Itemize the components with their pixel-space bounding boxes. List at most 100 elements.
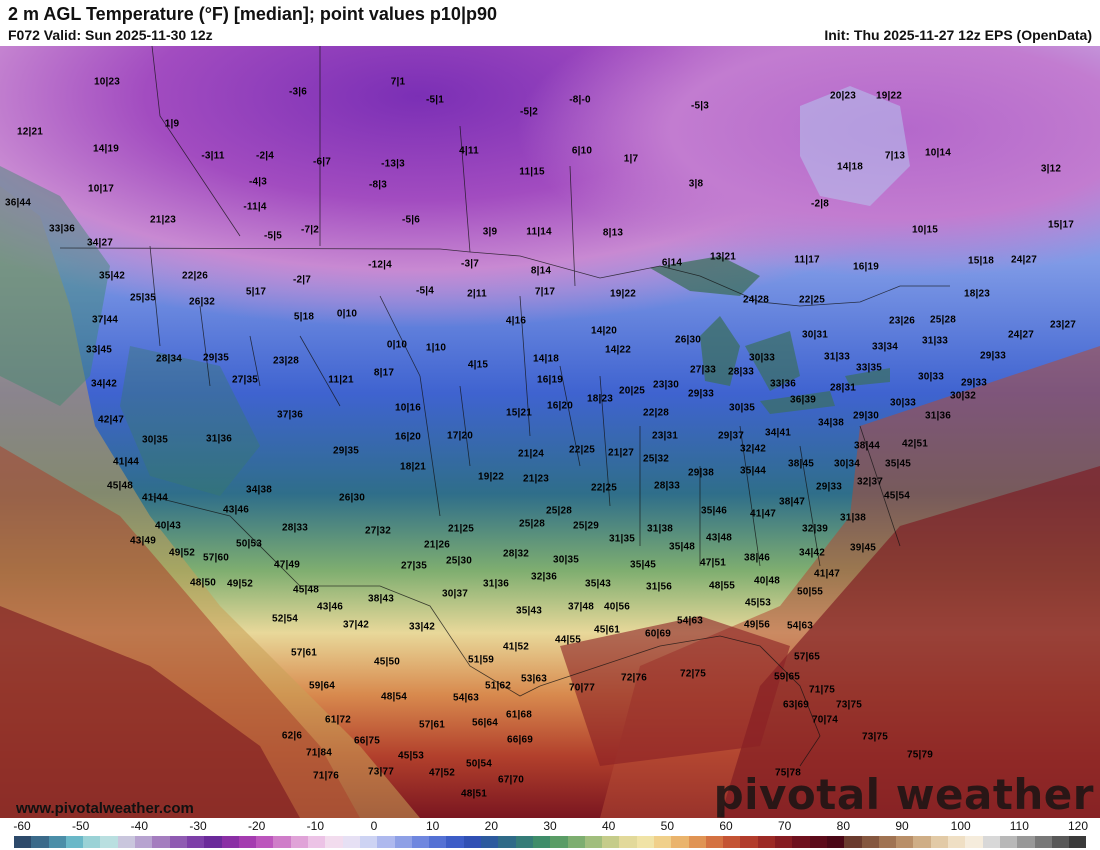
point-value-label: 29|35: [202, 352, 230, 364]
color-scale-swatch: [1034, 836, 1052, 848]
point-value-label: 45|61: [593, 624, 621, 636]
point-value-label: 30|33: [889, 397, 917, 409]
point-value-label: 39|45: [849, 542, 877, 554]
point-value-label: 57|61: [290, 647, 318, 659]
point-value-label: 35|44: [739, 465, 767, 477]
point-value-label: 8|13: [602, 227, 624, 239]
color-scale-swatch: [221, 836, 239, 848]
point-value-label: 25|32: [642, 453, 670, 465]
point-value-label: 29|33: [687, 388, 715, 400]
point-value-label: 29|37: [717, 430, 745, 442]
point-value-label: 25|30: [445, 555, 473, 567]
point-value-label: 31|56: [645, 581, 673, 593]
point-value-label: 31|33: [921, 335, 949, 347]
color-scale-swatch: [446, 836, 464, 848]
point-value-label: 18|23: [586, 393, 614, 405]
color-scale-swatch: [792, 836, 810, 848]
color-scale-swatch: [688, 836, 706, 848]
point-value-label: 26|32: [188, 296, 216, 308]
point-value-label: 7|17: [534, 286, 556, 298]
color-scale-swatch: [740, 836, 758, 848]
point-value-label: 47|52: [428, 767, 456, 779]
point-value-label: 37|44: [91, 314, 119, 326]
color-scale-tick: 10: [425, 819, 440, 833]
point-value-label: 51|59: [467, 654, 495, 666]
point-value-label: 43|48: [705, 532, 733, 544]
point-value-label: 49|56: [743, 619, 771, 631]
init-time: Init: Thu 2025-11-27 12z EPS (OpenData): [824, 27, 1092, 43]
point-value-label: 45|54: [883, 490, 911, 502]
point-value-label: 38|43: [367, 593, 395, 605]
point-value-label: -5|2: [519, 106, 539, 118]
point-value-label: 30|33: [748, 352, 776, 364]
color-scale-swatch: [930, 836, 949, 848]
point-value-label: -7|2: [300, 224, 320, 236]
color-scale-tick: 50: [660, 819, 675, 833]
point-value-label: -3|6: [288, 86, 308, 98]
point-value-label: 23|31: [651, 430, 679, 442]
point-value-label: 54|63: [786, 620, 814, 632]
point-value-label: -5|4: [415, 285, 435, 297]
point-value-label: 20|25: [618, 385, 646, 397]
color-scale-swatch: [723, 836, 741, 848]
color-scale-swatch: [31, 836, 49, 848]
point-value-label: 3|12: [1040, 163, 1062, 175]
color-scale-swatch: [65, 836, 84, 848]
point-value-label: 6|14: [661, 257, 683, 269]
point-value-label: 29|33: [960, 377, 988, 389]
point-value-label: 49|52: [168, 547, 196, 559]
point-value-label: 37|48: [567, 601, 595, 613]
color-scale-swatch: [273, 836, 291, 848]
color-scale-swatch: [152, 836, 170, 848]
point-value-label: 33|42: [408, 621, 436, 633]
color-scale-swatch: [204, 836, 222, 848]
point-value-label: 4|11: [459, 145, 479, 157]
point-value-label: 56|64: [471, 717, 499, 729]
point-value-label: 14|19: [92, 143, 120, 155]
point-value-label: 53|63: [520, 673, 548, 685]
point-value-label: 61|68: [505, 709, 533, 721]
point-value-label: 21|24: [517, 448, 545, 460]
color-scale-swatch: [878, 836, 897, 848]
point-value-label: 15|17: [1047, 219, 1075, 231]
color-scale-tick: 100: [950, 819, 971, 833]
point-value-label: -3|11: [201, 150, 225, 162]
point-value-label: 30|35: [141, 434, 169, 446]
color-scale-tick: -10: [306, 819, 324, 833]
point-value-label: 25|28: [545, 505, 573, 517]
point-value-label: 45|48: [106, 480, 134, 492]
point-value-label: 57|60: [202, 552, 230, 564]
color-scale-swatch: [602, 836, 620, 848]
point-value-label: 35|42: [98, 270, 126, 282]
point-value-label: -8|-0: [569, 94, 591, 106]
color-scale-swatch: [550, 836, 568, 848]
point-value-label: -5|6: [401, 214, 421, 226]
point-value-label: -2|8: [810, 198, 830, 210]
point-value-label: 0|10: [386, 339, 408, 351]
point-value-label: 38|47: [778, 496, 806, 508]
point-value-label: 15|21: [505, 407, 533, 419]
point-value-label: 16|19: [536, 374, 564, 386]
point-value-label: 31|35: [608, 533, 636, 545]
point-value-label: 71|76: [312, 770, 340, 782]
point-value-label: 22|28: [642, 407, 670, 419]
color-scale-swatch: [83, 836, 101, 848]
color-scale-swatch: [1017, 836, 1035, 848]
color-scale-swatch: [1069, 836, 1087, 848]
point-value-label: 48|54: [380, 691, 408, 703]
point-value-label: 14|18: [836, 161, 864, 173]
point-value-label: 52|54: [271, 613, 299, 625]
point-value-label: 28|31: [829, 382, 857, 394]
point-value-label: 11|21: [328, 374, 354, 386]
point-value-label: -5|3: [690, 100, 710, 112]
point-value-label: 73|75: [835, 699, 863, 711]
point-value-label: 57|65: [793, 651, 821, 663]
point-value-label: -2|4: [255, 150, 275, 162]
point-value-label: 35|48: [668, 541, 696, 553]
point-value-label: 25|29: [572, 520, 600, 532]
point-value-label: 19|22: [477, 471, 505, 483]
point-value-label: 34|27: [86, 237, 114, 249]
color-scale-swatch: [290, 836, 309, 848]
map-title: 2 m AGL Temperature (°F) [median]; point…: [8, 4, 497, 24]
point-value-label: 30|35: [552, 554, 580, 566]
